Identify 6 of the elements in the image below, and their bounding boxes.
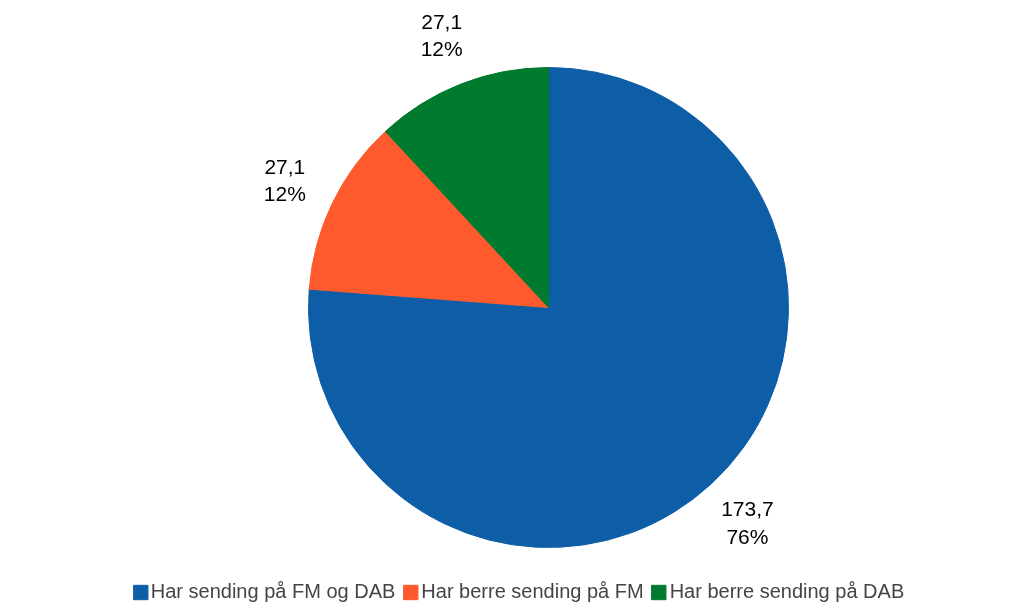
data-label: 27,1 12% xyxy=(263,154,306,206)
data-label: 27,1 12% xyxy=(420,9,463,61)
data-label: 173,7 76% xyxy=(721,497,774,548)
legend-label: Har sending på FM og DAB xyxy=(150,580,396,603)
legend-label: Har berre sending på DAB xyxy=(669,580,905,603)
legend-label: Har berre sending på FM xyxy=(421,580,644,603)
